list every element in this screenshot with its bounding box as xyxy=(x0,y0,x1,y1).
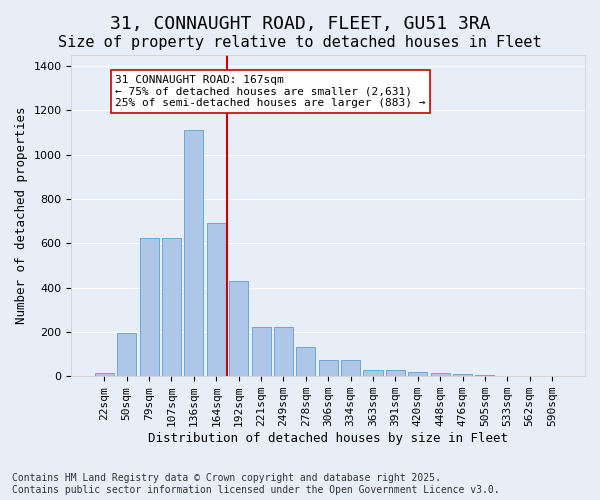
Bar xyxy=(386,370,405,376)
Bar xyxy=(296,348,316,376)
Y-axis label: Number of detached properties: Number of detached properties xyxy=(15,107,28,324)
Bar xyxy=(274,328,293,376)
Bar xyxy=(184,130,203,376)
Bar xyxy=(229,281,248,376)
Bar xyxy=(408,372,427,376)
Bar xyxy=(95,373,114,376)
Text: Size of property relative to detached houses in Fleet: Size of property relative to detached ho… xyxy=(58,35,542,50)
Text: Contains HM Land Registry data © Crown copyright and database right 2025.
Contai: Contains HM Land Registry data © Crown c… xyxy=(12,474,500,495)
Bar xyxy=(319,360,338,376)
Bar xyxy=(207,224,226,376)
Text: 31 CONNAUGHT ROAD: 167sqm
← 75% of detached houses are smaller (2,631)
25% of se: 31 CONNAUGHT ROAD: 167sqm ← 75% of detac… xyxy=(115,75,426,108)
Bar xyxy=(140,238,158,376)
Bar xyxy=(251,328,271,376)
X-axis label: Distribution of detached houses by size in Fleet: Distribution of detached houses by size … xyxy=(148,432,508,445)
Bar xyxy=(117,333,136,376)
Bar xyxy=(364,370,383,376)
Bar xyxy=(453,374,472,376)
Bar xyxy=(475,375,494,376)
Text: 31, CONNAUGHT ROAD, FLEET, GU51 3RA: 31, CONNAUGHT ROAD, FLEET, GU51 3RA xyxy=(110,15,490,33)
Bar xyxy=(162,238,181,376)
Bar xyxy=(341,360,360,376)
Bar xyxy=(431,373,449,376)
